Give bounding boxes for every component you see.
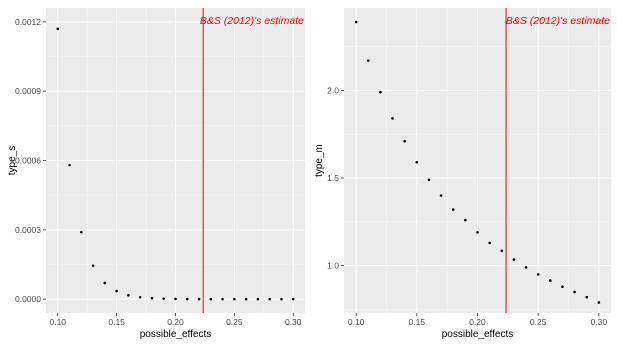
x-tick-label: 0.25 bbox=[530, 317, 547, 327]
data-point bbox=[476, 231, 479, 234]
x-tick-label: 0.10 bbox=[348, 317, 365, 327]
data-point bbox=[500, 249, 504, 253]
x-tick-label: 0.10 bbox=[49, 317, 66, 327]
y-tick-label: 0.0006 bbox=[15, 156, 41, 166]
data-point bbox=[103, 281, 107, 285]
x-tick-label: 0.20 bbox=[167, 317, 184, 327]
data-point bbox=[439, 194, 443, 197]
data-point bbox=[549, 279, 552, 282]
x-axis-title: possible_effects bbox=[442, 329, 514, 340]
data-point bbox=[280, 297, 283, 301]
data-point bbox=[291, 297, 295, 301]
data-point bbox=[91, 264, 95, 267]
data-point bbox=[573, 290, 576, 294]
data-point bbox=[56, 27, 60, 31]
y-tick-label: 1.5 bbox=[327, 173, 339, 183]
data-point bbox=[415, 160, 419, 164]
y-axis-title: type_s bbox=[7, 146, 18, 175]
data-point bbox=[138, 295, 142, 299]
x-axis-title: possible_effects bbox=[140, 329, 212, 340]
estimate-annotation: B&S (2012)'s estimate bbox=[506, 15, 610, 27]
x-tick-label: 0.20 bbox=[469, 317, 486, 327]
data-point bbox=[185, 297, 189, 301]
data-point bbox=[80, 230, 83, 234]
data-point bbox=[244, 297, 248, 301]
data-point bbox=[427, 178, 431, 182]
data-point bbox=[162, 297, 166, 300]
data-point bbox=[379, 90, 382, 94]
y-axis-title: type_m bbox=[314, 144, 325, 177]
y-tick-label: 0.0009 bbox=[15, 86, 41, 96]
data-point bbox=[403, 139, 406, 143]
y-tick-label: 0.0000 bbox=[15, 294, 41, 304]
data-point bbox=[536, 273, 540, 276]
data-point bbox=[512, 258, 516, 261]
data-point bbox=[150, 296, 154, 300]
y-tick-label: 1.0 bbox=[327, 261, 339, 271]
y-tick-label: 0.0012 bbox=[15, 17, 41, 27]
y-tick-label: 0.0003 bbox=[15, 225, 41, 235]
x-tick-label: 0.25 bbox=[226, 317, 243, 327]
x-tick-label: 0.30 bbox=[285, 317, 302, 327]
data-point bbox=[354, 20, 358, 24]
x-tick-label: 0.15 bbox=[108, 317, 125, 327]
data-point bbox=[464, 218, 467, 222]
chart-panel-1: 0.10 0.15 0.20 0.25 0.30 0.0000 0.0003 0.0006 0.… bbox=[7, 8, 305, 340]
data-point bbox=[68, 163, 71, 167]
data-point bbox=[451, 208, 455, 211]
data-point bbox=[268, 297, 271, 301]
x-tick-label: 0.30 bbox=[591, 317, 608, 327]
data-point bbox=[209, 297, 213, 301]
data-point bbox=[115, 289, 118, 293]
data-point bbox=[233, 297, 236, 301]
data-point bbox=[174, 297, 177, 301]
data-point bbox=[127, 293, 130, 297]
x-tick-label: 0.15 bbox=[409, 317, 426, 327]
data-point bbox=[585, 295, 589, 299]
chart-panel-2: 0.10 0.15 0.20 0.25 0.30 1.0 1.5 2.0 B&S (2012)'… bbox=[314, 8, 611, 340]
data-point bbox=[197, 297, 201, 301]
estimate-annotation: B&S (2012)'s estimate bbox=[200, 15, 304, 27]
data-point bbox=[256, 297, 260, 301]
data-point bbox=[366, 59, 370, 62]
data-point bbox=[221, 297, 224, 301]
data-point bbox=[488, 241, 491, 245]
y-tick-label: 2.0 bbox=[327, 85, 339, 95]
data-point bbox=[524, 266, 528, 269]
data-point bbox=[597, 301, 601, 304]
data-point bbox=[391, 117, 394, 120]
data-point bbox=[561, 285, 564, 289]
